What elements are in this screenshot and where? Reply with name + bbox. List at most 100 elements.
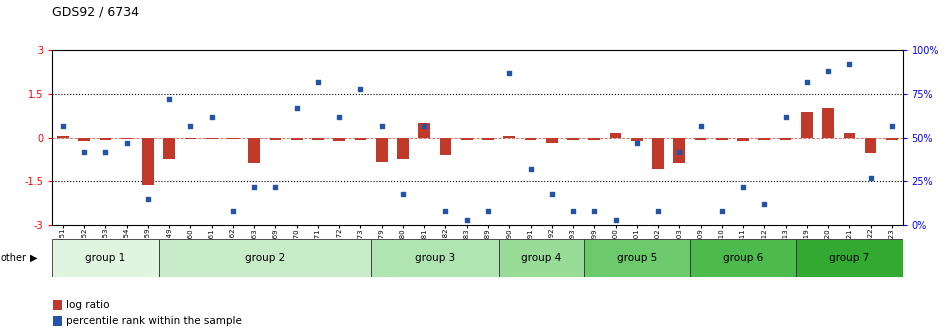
Bar [780, 138, 791, 139]
Bar [57, 136, 68, 138]
Bar [737, 138, 749, 141]
Bar [844, 132, 855, 138]
Point [842, 62, 857, 67]
Bar [546, 138, 558, 143]
Bar [524, 138, 537, 139]
Bar [376, 138, 388, 162]
Point [77, 149, 92, 155]
Point [735, 184, 751, 190]
Point [225, 208, 240, 214]
Bar [588, 138, 600, 139]
Bar [163, 138, 175, 159]
Bar [483, 138, 494, 139]
Point [374, 123, 390, 128]
Bar [674, 138, 685, 163]
Text: group 4: group 4 [521, 253, 561, 263]
Bar [653, 138, 664, 169]
Point [629, 140, 644, 146]
Text: group 2: group 2 [245, 253, 285, 263]
Point [884, 123, 900, 128]
Point [459, 217, 474, 222]
Point [55, 123, 70, 128]
Bar [583, 239, 690, 277]
Point [757, 202, 772, 207]
Point [182, 123, 198, 128]
Bar [53, 316, 62, 326]
Bar [796, 239, 902, 277]
Bar [461, 138, 472, 139]
Bar [142, 138, 154, 185]
Bar [886, 138, 898, 139]
Bar [159, 239, 371, 277]
Text: group 7: group 7 [829, 253, 869, 263]
Point [417, 123, 432, 128]
Bar [184, 138, 197, 139]
Point [502, 71, 517, 76]
Bar [418, 123, 430, 138]
Bar [864, 138, 877, 153]
Bar [801, 112, 812, 138]
Bar [53, 300, 62, 310]
Text: group 6: group 6 [723, 253, 763, 263]
Bar [248, 138, 260, 163]
Point [395, 191, 410, 196]
Bar [78, 138, 90, 141]
Point [651, 208, 666, 214]
Point [714, 208, 730, 214]
Text: percentile rank within the sample: percentile rank within the sample [66, 316, 241, 326]
Point [608, 217, 623, 222]
Bar [499, 239, 583, 277]
Point [821, 69, 836, 74]
Point [204, 114, 219, 120]
Bar [313, 138, 324, 139]
Point [311, 79, 326, 85]
Text: group 5: group 5 [617, 253, 656, 263]
Bar [52, 239, 159, 277]
Point [438, 208, 453, 214]
Text: log ratio: log ratio [66, 300, 109, 310]
Bar [354, 138, 367, 139]
Bar [567, 138, 579, 139]
Bar [333, 138, 345, 141]
Bar [504, 136, 515, 138]
Bar [758, 138, 770, 139]
Point [481, 208, 496, 214]
Point [522, 167, 538, 172]
Bar [694, 138, 707, 139]
Bar [227, 138, 238, 139]
Point [863, 175, 878, 181]
Point [98, 149, 113, 155]
Text: group 3: group 3 [415, 253, 455, 263]
Bar [716, 138, 728, 139]
Bar [397, 138, 408, 159]
Bar [100, 138, 111, 140]
Text: GDS92 / 6734: GDS92 / 6734 [52, 5, 140, 18]
Point [693, 123, 708, 128]
Point [332, 114, 347, 120]
Bar [291, 138, 302, 139]
Point [544, 191, 560, 196]
Point [672, 149, 687, 155]
Point [289, 106, 304, 111]
Point [778, 114, 793, 120]
Point [247, 184, 262, 190]
Point [565, 208, 580, 214]
Bar [270, 138, 281, 139]
Point [119, 140, 134, 146]
Point [141, 196, 156, 202]
Bar [440, 138, 451, 155]
Text: ▶: ▶ [30, 253, 38, 263]
Bar [121, 138, 132, 139]
Point [352, 86, 368, 91]
Bar [823, 108, 834, 138]
Bar [631, 138, 642, 141]
Text: other: other [1, 253, 27, 263]
Bar [206, 138, 218, 139]
Point [587, 208, 602, 214]
Bar [371, 239, 499, 277]
Bar [690, 239, 796, 277]
Text: group 1: group 1 [86, 253, 125, 263]
Point [799, 79, 814, 85]
Bar [610, 132, 621, 138]
Point [162, 97, 177, 102]
